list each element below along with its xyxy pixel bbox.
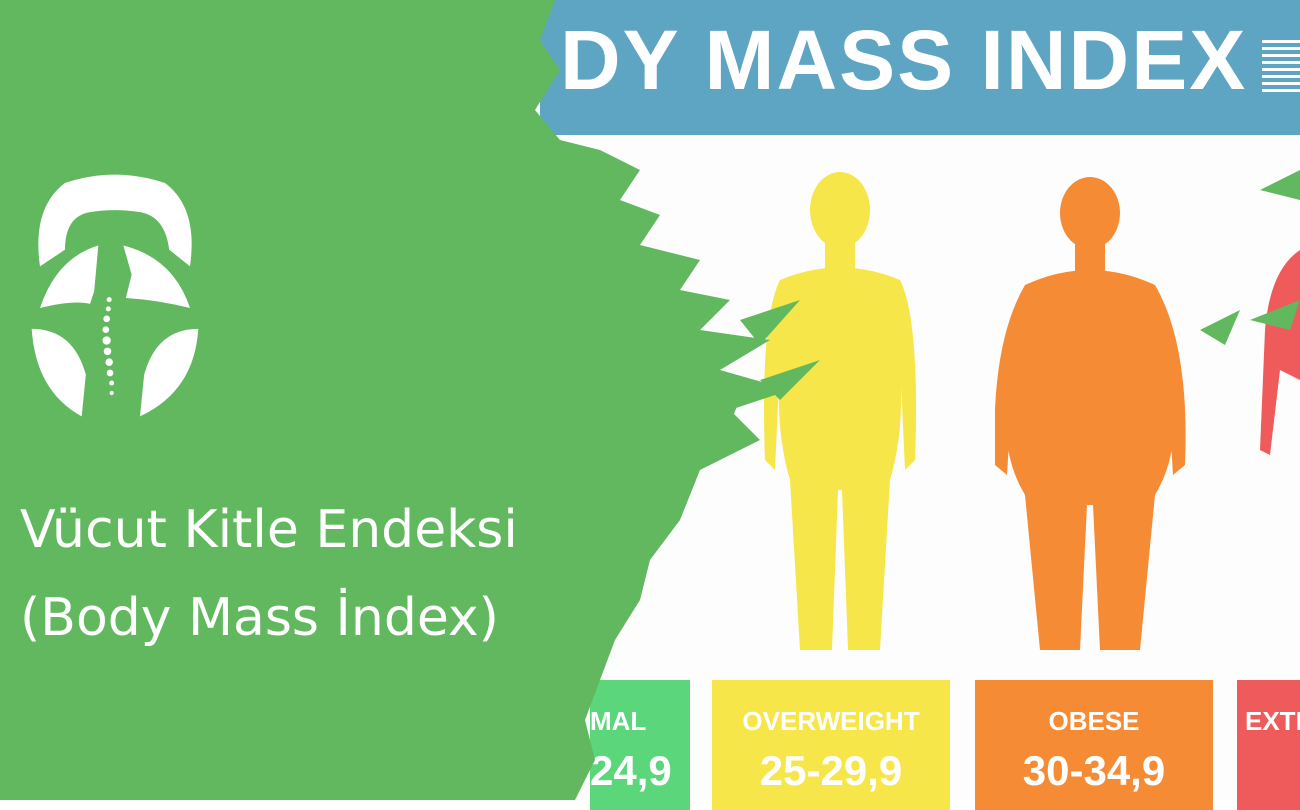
overweight-category-box: OVERWEIGHT 25-29,9 bbox=[712, 680, 950, 810]
category-label: MAL bbox=[590, 706, 647, 736]
obese-category-box: OBESE 30-34,9 bbox=[975, 680, 1213, 810]
normal-category-box: MAL 24,9 bbox=[590, 680, 690, 810]
bmi-banner-title: DY MASS INDEX bbox=[560, 13, 1248, 107]
heading-line-1: Vücut Kitle Endeksi bbox=[20, 500, 518, 560]
category-label: OBESE bbox=[1048, 706, 1140, 736]
heading-line-2: (Body Mass İndex) bbox=[20, 588, 499, 648]
overweight-figure bbox=[764, 172, 916, 650]
stripes-decoration bbox=[1262, 40, 1300, 96]
obese-figure bbox=[995, 177, 1186, 650]
extreme-figure bbox=[1260, 250, 1300, 455]
category-range: 30-34,9 bbox=[1022, 747, 1166, 794]
title-band bbox=[540, 0, 1300, 135]
category-label: OVERWEIGHT bbox=[742, 706, 920, 736]
category-label: EXTR bbox=[1245, 706, 1300, 736]
kettlebell-spine-leaves-logo bbox=[31, 174, 199, 417]
category-range: 24,9 bbox=[590, 747, 672, 794]
extreme-category-box: EXTR bbox=[1237, 680, 1300, 810]
category-range: 25-29,9 bbox=[759, 747, 903, 794]
